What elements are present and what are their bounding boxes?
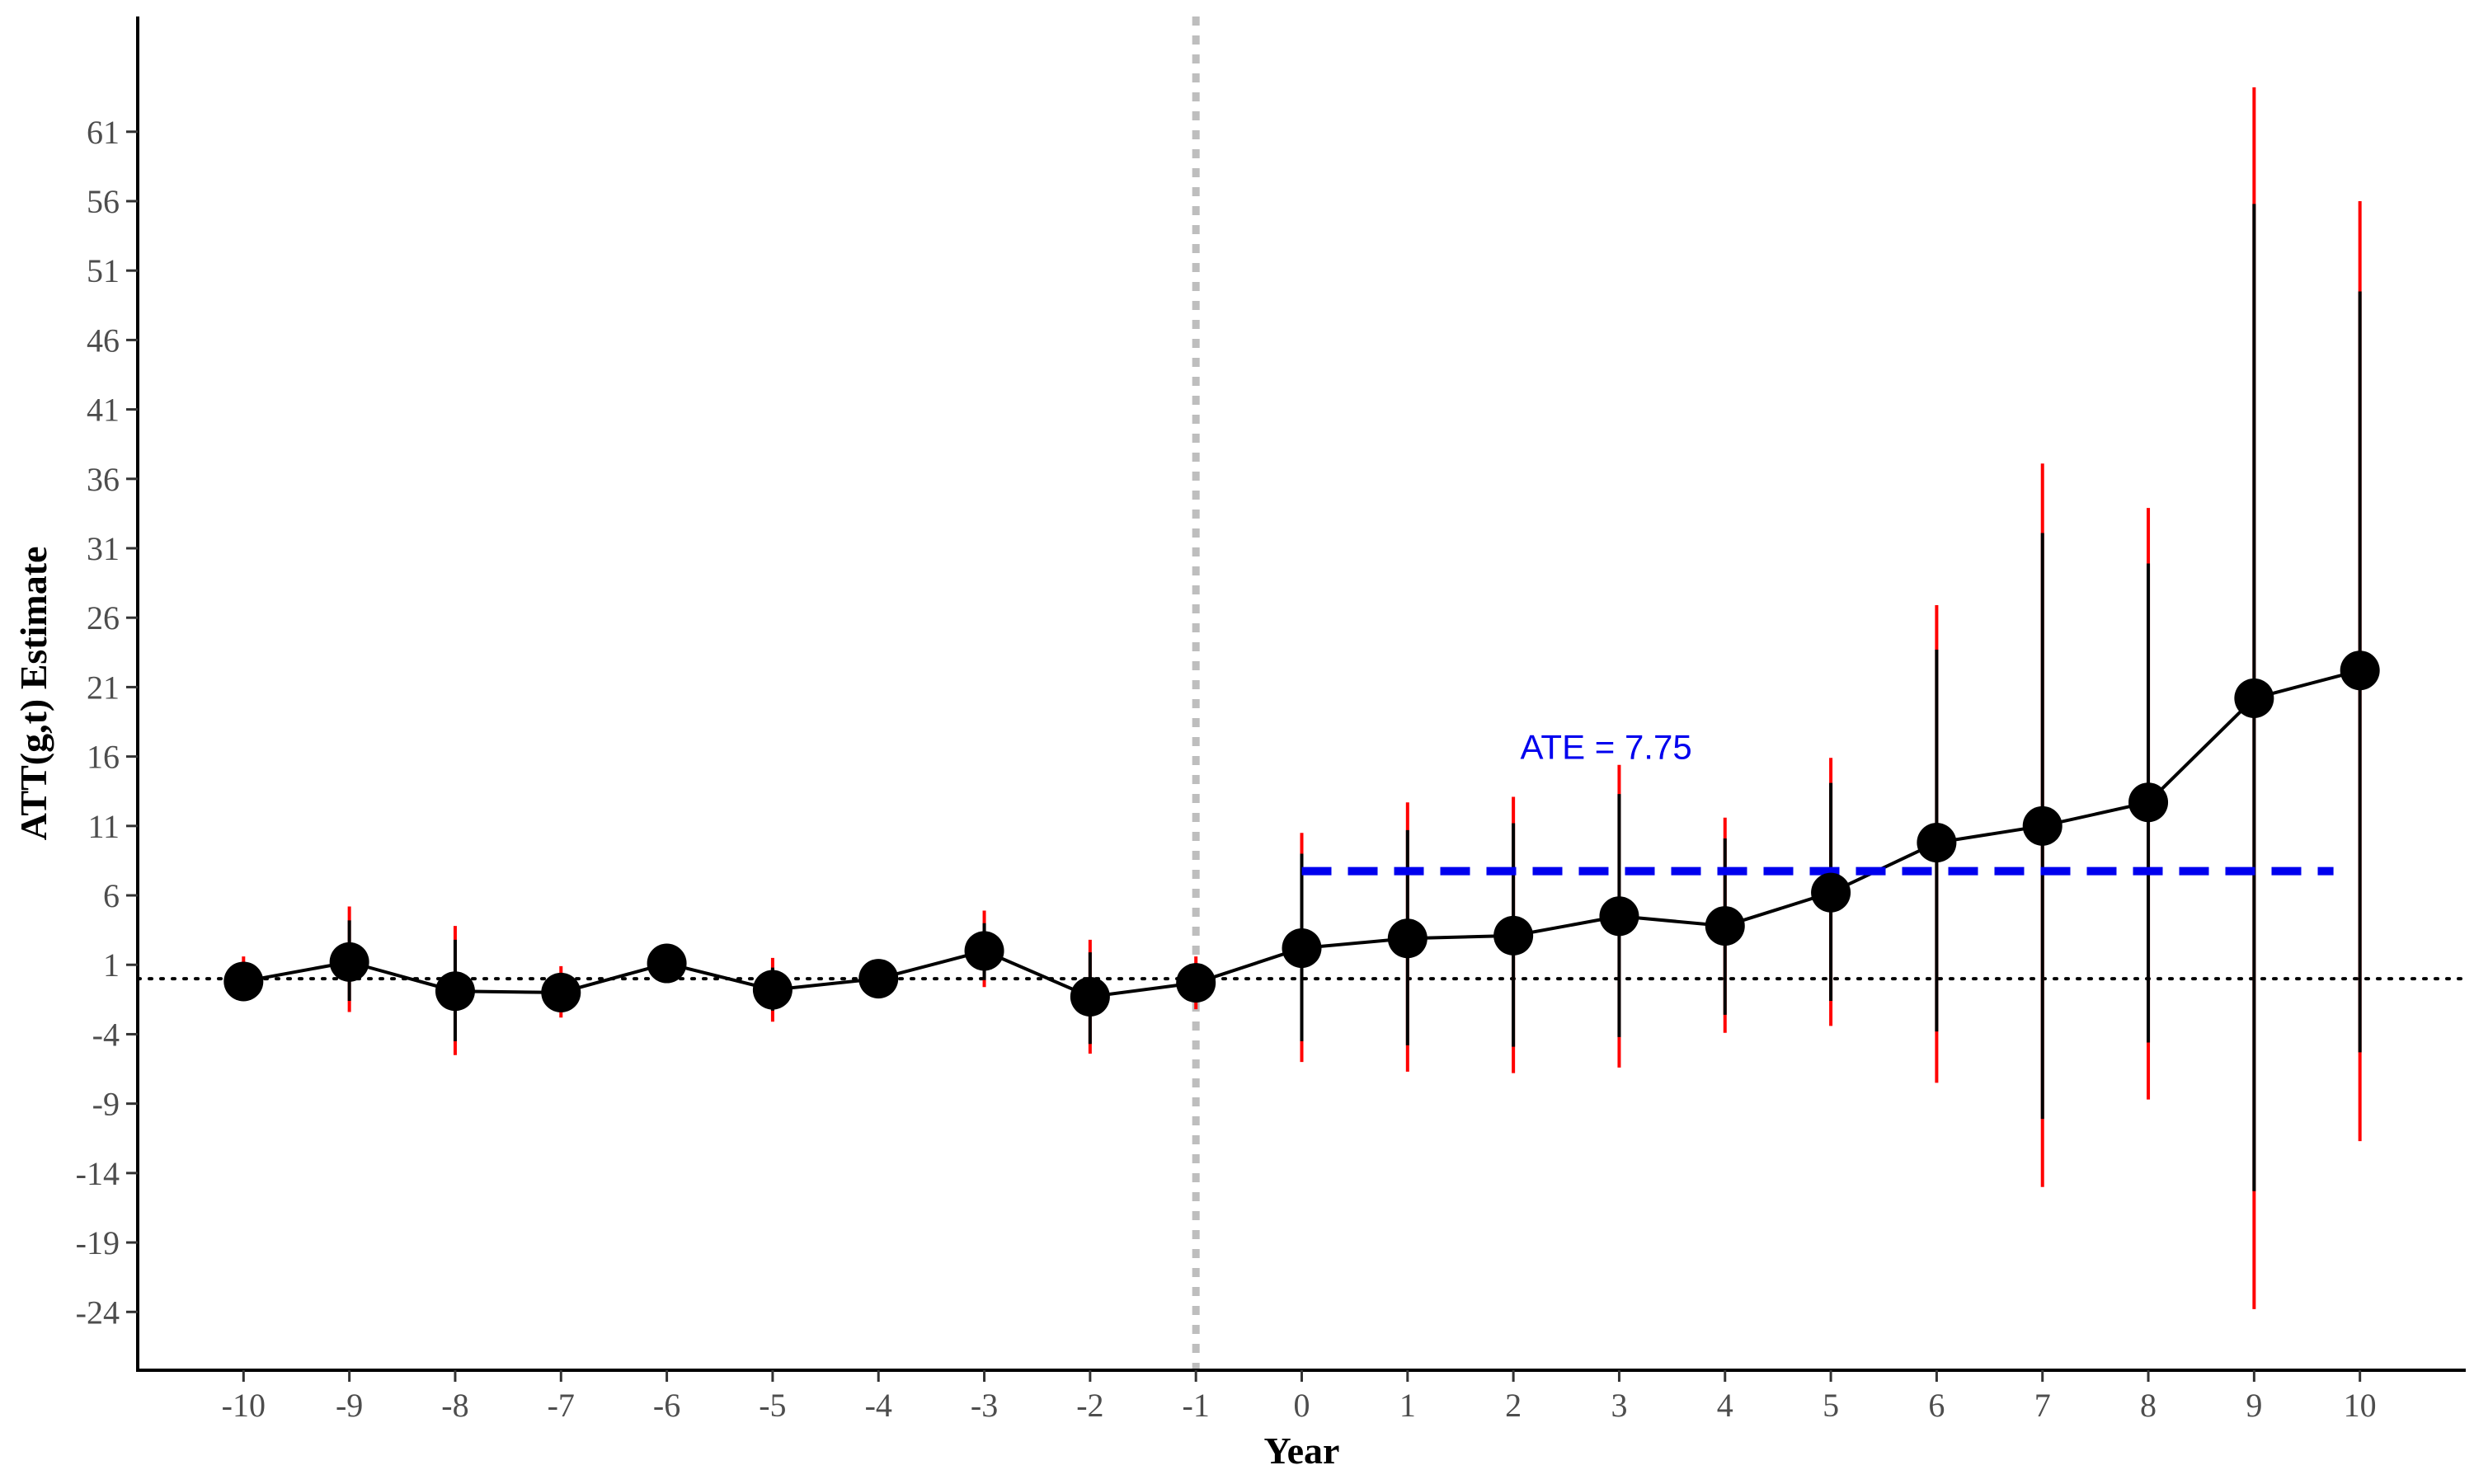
x-tick-label: 10 bbox=[2344, 1387, 2377, 1424]
estimate-points-layer bbox=[223, 650, 2380, 1017]
y-tick-label: 61 bbox=[87, 114, 120, 151]
estimate-point bbox=[1493, 915, 1534, 956]
ate-label: ATE = 7.75 bbox=[1521, 728, 1692, 767]
estimate-point bbox=[1387, 918, 1427, 959]
estimate-point bbox=[2340, 650, 2380, 691]
estimate-point bbox=[1176, 963, 1216, 1003]
x-tick-label: -7 bbox=[548, 1387, 575, 1424]
x-tick-label: 1 bbox=[1399, 1387, 1416, 1424]
estimate-point bbox=[2022, 805, 2062, 846]
estimate-point bbox=[1599, 896, 1639, 937]
estimate-point bbox=[1705, 906, 1745, 946]
y-tick-label: 1 bbox=[103, 946, 120, 984]
estimate-point bbox=[752, 970, 793, 1010]
confidence-intervals-layer bbox=[242, 87, 2362, 1309]
x-tick-label: 4 bbox=[1717, 1387, 1733, 1424]
estimate-point bbox=[329, 942, 369, 982]
y-tick-label: 31 bbox=[87, 530, 120, 567]
x-tick-label: 2 bbox=[1505, 1387, 1522, 1424]
y-tick-label: -4 bbox=[92, 1016, 120, 1053]
x-tick-label: -5 bbox=[759, 1387, 786, 1424]
y-tick-label: 16 bbox=[87, 739, 120, 776]
x-tick-label: 3 bbox=[1611, 1387, 1627, 1424]
x-tick-label: -8 bbox=[441, 1387, 468, 1424]
y-tick-label: 11 bbox=[87, 808, 120, 845]
x-tick-label: -4 bbox=[865, 1387, 892, 1424]
x-tick-label: 5 bbox=[1823, 1387, 1839, 1424]
estimate-point bbox=[1070, 976, 1110, 1017]
x-tick-label: 8 bbox=[2140, 1387, 2157, 1424]
axes-layer: -24-19-14-9-4161116212631364146515661-10… bbox=[76, 16, 2466, 1424]
x-tick-label: -6 bbox=[653, 1387, 680, 1424]
estimate-point bbox=[435, 971, 475, 1012]
reference-lines-layer bbox=[136, 16, 2467, 1370]
x-tick-label: 6 bbox=[1928, 1387, 1945, 1424]
y-axis-title: ATT(g,t) Estimate bbox=[12, 547, 54, 841]
estimate-point bbox=[2128, 782, 2169, 823]
x-tick-label: 7 bbox=[2034, 1387, 2051, 1424]
estimate-point bbox=[2234, 678, 2274, 718]
estimate-point bbox=[1811, 872, 1851, 913]
y-tick-label: 36 bbox=[87, 461, 120, 498]
estimate-point bbox=[1282, 928, 1322, 969]
y-tick-label: 41 bbox=[87, 392, 120, 429]
y-tick-label: 21 bbox=[87, 669, 120, 706]
x-axis-title: Year bbox=[1264, 1430, 1340, 1472]
y-tick-label: -19 bbox=[76, 1224, 120, 1261]
estimate-point bbox=[541, 972, 581, 1012]
y-tick-label: 6 bbox=[103, 877, 120, 914]
x-tick-label: 0 bbox=[1294, 1387, 1310, 1424]
y-tick-label: 26 bbox=[87, 599, 120, 636]
y-tick-label: -9 bbox=[92, 1086, 120, 1123]
x-tick-label: -1 bbox=[1183, 1387, 1210, 1424]
estimate-point bbox=[858, 959, 899, 999]
x-tick-label: -3 bbox=[971, 1387, 998, 1424]
estimate-point bbox=[964, 931, 1004, 971]
y-tick-label: 46 bbox=[87, 322, 120, 359]
y-tick-label: 56 bbox=[87, 183, 120, 220]
estimate-point bbox=[1917, 823, 1957, 863]
x-tick-label: -9 bbox=[336, 1387, 363, 1424]
x-tick-label: 9 bbox=[2246, 1387, 2262, 1424]
x-tick-label: -2 bbox=[1076, 1387, 1103, 1424]
estimate-point bbox=[223, 961, 264, 1002]
y-tick-label: 51 bbox=[87, 252, 120, 289]
y-tick-label: -24 bbox=[76, 1294, 120, 1331]
y-tick-label: -14 bbox=[76, 1155, 120, 1192]
x-tick-label: -10 bbox=[222, 1387, 266, 1424]
estimate-point bbox=[647, 943, 687, 984]
